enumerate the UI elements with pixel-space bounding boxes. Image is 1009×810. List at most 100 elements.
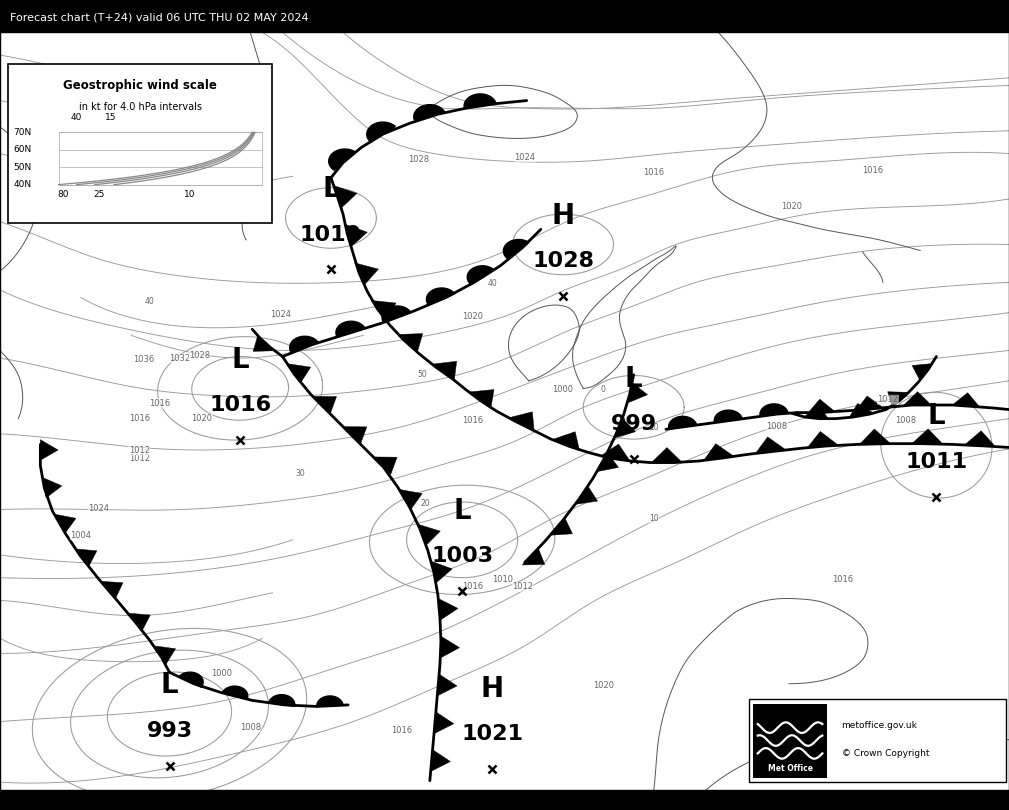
Polygon shape [268, 695, 295, 706]
Text: 1008: 1008 [240, 723, 260, 732]
Text: 1003: 1003 [431, 547, 493, 566]
Text: 1008: 1008 [767, 422, 787, 431]
Text: 1016: 1016 [129, 414, 149, 423]
Polygon shape [469, 390, 494, 408]
Text: H: H [481, 675, 503, 703]
Text: 1019: 1019 [300, 224, 362, 245]
Polygon shape [438, 599, 458, 620]
Text: 1024: 1024 [515, 153, 535, 162]
Polygon shape [575, 486, 597, 505]
Polygon shape [804, 406, 829, 420]
Text: 1016: 1016 [644, 168, 664, 177]
Polygon shape [382, 306, 411, 322]
Polygon shape [431, 750, 450, 771]
Text: 70N: 70N [13, 128, 31, 137]
Polygon shape [669, 416, 696, 428]
Text: 1012: 1012 [129, 446, 149, 455]
Text: 1021: 1021 [461, 724, 524, 744]
Text: 0: 0 [601, 386, 605, 394]
Polygon shape [128, 613, 150, 631]
Text: 20: 20 [421, 499, 431, 508]
Polygon shape [42, 477, 62, 498]
Text: 1008: 1008 [896, 416, 916, 424]
Polygon shape [253, 336, 274, 352]
Polygon shape [904, 392, 931, 405]
Polygon shape [888, 392, 909, 407]
Polygon shape [807, 399, 835, 413]
Text: H: H [552, 202, 574, 230]
Polygon shape [614, 418, 636, 438]
Polygon shape [354, 263, 378, 285]
Text: 50N: 50N [13, 163, 31, 172]
Polygon shape [437, 674, 457, 696]
Polygon shape [419, 524, 440, 545]
Text: L: L [231, 346, 249, 373]
Polygon shape [427, 288, 455, 305]
Text: 30: 30 [296, 469, 306, 478]
Text: 1016: 1016 [863, 166, 883, 175]
Text: 40N: 40N [13, 180, 31, 189]
Polygon shape [373, 457, 398, 475]
Polygon shape [329, 149, 355, 170]
Polygon shape [398, 334, 423, 352]
Polygon shape [431, 561, 452, 582]
Text: 1000: 1000 [553, 386, 573, 394]
Polygon shape [912, 428, 943, 444]
Text: 40: 40 [487, 279, 497, 288]
Text: 15: 15 [105, 113, 117, 122]
Polygon shape [503, 240, 529, 259]
Polygon shape [596, 453, 619, 471]
Polygon shape [856, 396, 883, 411]
Polygon shape [290, 336, 318, 353]
Text: 1024: 1024 [89, 504, 109, 513]
Text: L: L [453, 497, 471, 525]
Text: metoffice.gov.uk: metoffice.gov.uk [842, 721, 917, 730]
Text: 50: 50 [417, 370, 427, 379]
Bar [753, 704, 827, 778]
Text: 10: 10 [184, 190, 196, 198]
Polygon shape [288, 364, 311, 383]
Polygon shape [652, 448, 682, 463]
Polygon shape [523, 548, 545, 565]
Polygon shape [440, 637, 459, 659]
Text: 1011: 1011 [905, 452, 968, 471]
Text: 1016: 1016 [391, 727, 412, 735]
Polygon shape [552, 432, 579, 450]
Text: 1012: 1012 [513, 582, 533, 591]
Polygon shape [343, 427, 367, 444]
Text: 1020: 1020 [782, 202, 802, 211]
Text: 40: 40 [71, 113, 83, 122]
Polygon shape [965, 431, 995, 446]
Text: 40: 40 [144, 296, 154, 305]
Polygon shape [399, 489, 422, 509]
Polygon shape [75, 549, 97, 566]
Text: Forecast chart (T+24) valid 06 UTC THU 02 MAY 2024: Forecast chart (T+24) valid 06 UTC THU 0… [10, 13, 309, 23]
Text: 1028: 1028 [532, 251, 594, 271]
Text: 1036: 1036 [132, 355, 154, 364]
Polygon shape [414, 104, 445, 122]
Polygon shape [317, 696, 343, 706]
Text: 1012: 1012 [878, 395, 898, 404]
Text: 1016: 1016 [462, 582, 482, 591]
Text: 1000: 1000 [212, 669, 232, 679]
Text: 80: 80 [58, 190, 70, 198]
Text: 1020: 1020 [462, 312, 482, 321]
Polygon shape [756, 437, 786, 454]
Polygon shape [467, 266, 494, 284]
Polygon shape [807, 432, 838, 448]
Text: L: L [160, 671, 179, 699]
Polygon shape [550, 518, 572, 535]
Text: Geostrophic wind scale: Geostrophic wind scale [64, 79, 217, 92]
Text: 1032: 1032 [170, 353, 190, 363]
Polygon shape [153, 646, 176, 664]
Polygon shape [367, 122, 396, 142]
Polygon shape [599, 444, 630, 461]
Text: 1024: 1024 [270, 309, 291, 318]
Text: 60N: 60N [13, 145, 31, 154]
Text: L: L [625, 364, 643, 393]
Text: 25: 25 [93, 190, 105, 198]
Polygon shape [54, 514, 76, 533]
Text: 1028: 1028 [190, 351, 210, 360]
Text: 1016: 1016 [149, 399, 170, 408]
Text: 1016: 1016 [209, 395, 271, 415]
